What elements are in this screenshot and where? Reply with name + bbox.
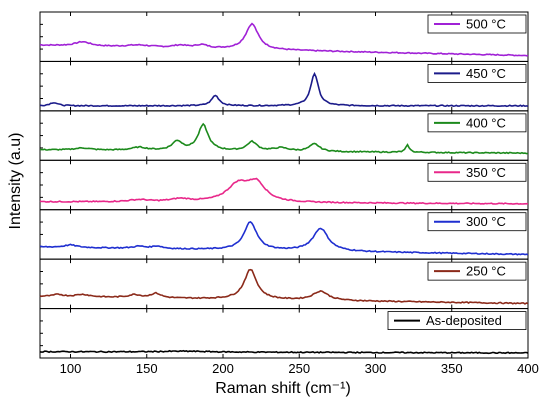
x-tick-label: 200 bbox=[212, 361, 234, 376]
legend-label: 350 °C bbox=[466, 165, 506, 180]
series-line bbox=[39, 268, 529, 305]
legend-label: 300 °C bbox=[466, 214, 506, 229]
x-tick-label: 250 bbox=[288, 361, 310, 376]
panel-0: 500 °C bbox=[39, 11, 529, 62]
legend-label: 500 °C bbox=[466, 17, 506, 32]
x-tick-label: 400 bbox=[517, 361, 539, 376]
legend-box bbox=[387, 311, 527, 330]
series-line bbox=[39, 71, 529, 108]
panel-1: 450 °C bbox=[39, 60, 529, 112]
panel-5: 250 °C bbox=[39, 258, 529, 310]
legend-box bbox=[427, 212, 527, 232]
panel-3: 350 °C bbox=[39, 159, 529, 211]
legend-box bbox=[427, 64, 527, 83]
series-line bbox=[39, 122, 529, 155]
x-axis-ticks: 100 150 200 250 300 350 400 bbox=[60, 361, 539, 376]
series-line bbox=[39, 220, 529, 256]
legend-box bbox=[427, 113, 527, 133]
series-line bbox=[39, 349, 529, 355]
legend-box bbox=[427, 261, 527, 281]
series-line bbox=[39, 22, 529, 57]
legend-label: As-deposited bbox=[426, 313, 502, 328]
series-line bbox=[39, 177, 529, 205]
panel-4: 300 °C bbox=[39, 209, 529, 260]
legend-label: 400 °C bbox=[466, 115, 506, 130]
x-tick-label: 150 bbox=[136, 361, 158, 376]
legend-box bbox=[427, 162, 527, 182]
legend-label: 450 °C bbox=[466, 66, 506, 81]
x-tick-label: 100 bbox=[60, 361, 82, 376]
panel-6: As-deposited bbox=[39, 308, 529, 359]
panels: 500 °C 450 °C 400 °C 350 °C 300 °C 250 °C As-d… bbox=[39, 11, 529, 359]
x-axis-title: Raman shift (cm⁻¹) bbox=[215, 380, 351, 397]
legend-label: 250 °C bbox=[466, 264, 506, 279]
x-tick-label: 300 bbox=[365, 361, 387, 376]
y-axis-title: Intensity (a.u) bbox=[7, 133, 24, 230]
panel-2: 400 °C bbox=[39, 110, 529, 161]
x-tick-label: 350 bbox=[441, 361, 463, 376]
legend-box bbox=[427, 14, 527, 34]
